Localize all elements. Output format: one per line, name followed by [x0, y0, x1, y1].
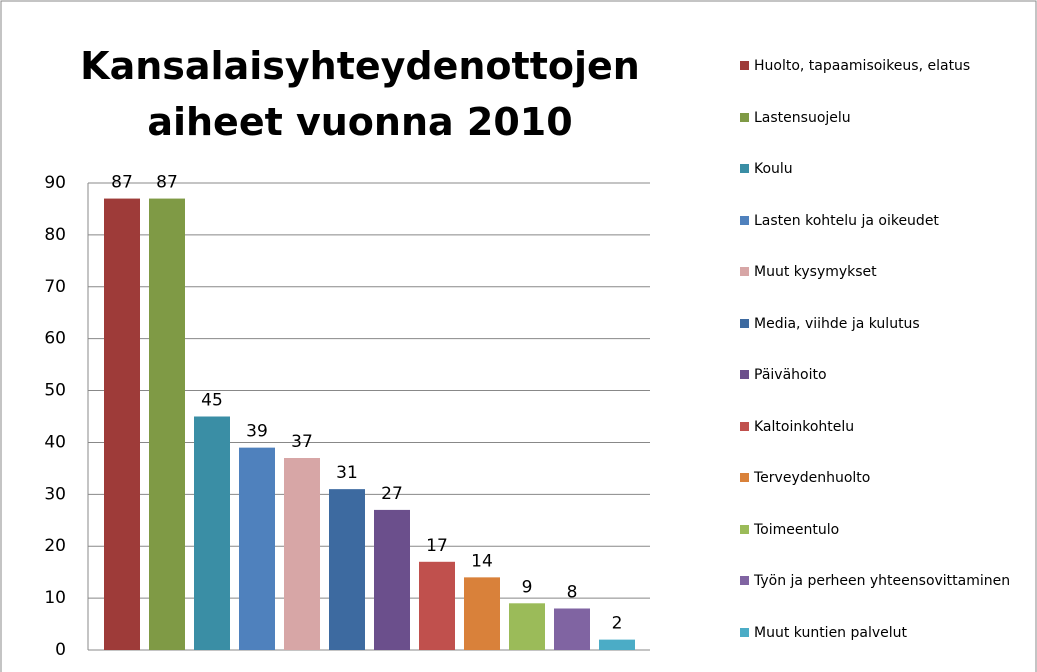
bar	[239, 447, 275, 650]
legend-label: Lastensuojelu	[754, 109, 851, 126]
y-tick-label: 60	[44, 329, 66, 349]
legend-entry: Lasten kohtelu ja oikeudet	[740, 210, 1025, 232]
bar	[374, 509, 410, 650]
data-label: 8	[567, 582, 578, 602]
legend-swatch	[740, 627, 749, 637]
data-label: 87	[111, 173, 133, 193]
legend-entry: Työn ja perheen yhteensovittaminen	[740, 570, 1025, 592]
data-label: 45	[201, 391, 223, 411]
bar	[284, 458, 320, 650]
legend-label: Huolto, tapaamisoikeus, elatus	[754, 58, 971, 74]
chart-title: Kansalaisyhteydenottojen aiheet vuonna 2…	[80, 44, 640, 144]
data-label: 27	[381, 484, 403, 504]
title-box: Kansalaisyhteydenottojen aiheet vuonna 2…	[80, 44, 640, 144]
legend-swatch	[740, 473, 749, 482]
legend-swatch	[740, 370, 749, 379]
legend-entry: Muut kysymykset	[740, 261, 1025, 283]
data-label: 14	[471, 551, 493, 571]
legend-swatch	[740, 524, 749, 534]
legend-entry: Terveydenhuolto	[740, 467, 1025, 489]
legend-entry: Toimeentulo	[740, 519, 1025, 541]
legend-entry: Lastensuojelu	[740, 107, 1025, 129]
bar	[599, 639, 635, 650]
y-tick-label: 70	[44, 277, 66, 297]
legend-label: Terveydenhuolto	[754, 470, 871, 486]
data-label: 17	[426, 536, 448, 556]
bar	[149, 198, 185, 651]
bar	[419, 561, 455, 650]
y-tick-label: 0	[55, 640, 66, 660]
legend-label: Toimeentulo	[754, 521, 840, 538]
legend-swatch	[740, 267, 749, 276]
legend-label: Media, viihde ja kulutus	[754, 315, 920, 332]
legend-swatch	[740, 215, 749, 225]
legend-label: Työn ja perheen yhteensovittaminen	[754, 573, 1011, 589]
bar	[329, 489, 365, 650]
data-label: 87	[156, 173, 178, 193]
legend-entry: Media, viihde ja kulutus	[740, 313, 1025, 335]
legend-label: Muut kysymykset	[754, 264, 877, 280]
data-label: 9	[522, 577, 533, 597]
legend-entry: Koulu	[740, 158, 1025, 180]
legend-label: Koulu	[754, 161, 793, 177]
legend-swatch	[740, 318, 749, 328]
legend-swatch	[740, 421, 749, 431]
legend-swatch	[740, 112, 749, 122]
y-tick-label: 80	[44, 225, 66, 245]
legend-label: Päivähoito	[754, 367, 827, 383]
y-tick-label: 30	[44, 484, 66, 504]
bar	[554, 608, 590, 650]
data-label: 2	[612, 614, 623, 634]
legend-entry: Päivähoito	[740, 364, 1025, 386]
legend-swatch	[740, 164, 749, 173]
legend-label: Lasten kohtelu ja oikeudet	[754, 212, 939, 229]
data-label: 31	[336, 463, 358, 483]
legend-entry: Huolto, tapaamisoikeus, elatus	[740, 55, 1025, 77]
y-tick-label: 90	[44, 173, 66, 193]
bar	[194, 416, 230, 650]
legend-entry: Muut kuntien palvelut	[740, 622, 1025, 644]
legend-entry: Kaltoinkohtelu	[740, 416, 1025, 438]
y-tick-label: 50	[44, 381, 66, 401]
legend-label: Muut kuntien palvelut	[754, 624, 908, 641]
y-tick-label: 40	[44, 432, 66, 452]
bar	[104, 198, 140, 651]
legend-label: Kaltoinkohtelu	[754, 418, 855, 435]
bar	[509, 603, 545, 650]
legend-swatch	[740, 576, 749, 585]
bar	[464, 577, 500, 650]
data-label: 37	[291, 432, 313, 452]
y-tick-label: 10	[44, 588, 66, 608]
data-label: 39	[246, 422, 268, 442]
legend-swatch	[740, 61, 749, 70]
y-tick-label: 20	[44, 536, 66, 556]
